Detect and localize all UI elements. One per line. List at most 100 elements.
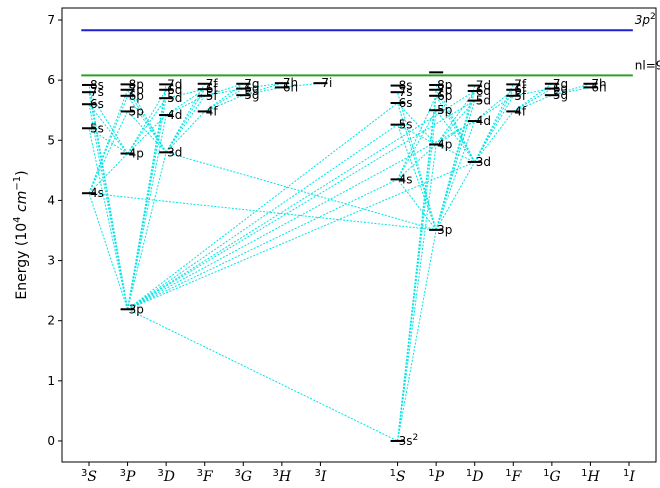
transition-line — [88, 193, 129, 310]
x-tick-label: 3G — [235, 468, 253, 485]
level-label-t_8s: 8s — [90, 78, 104, 92]
transition-line — [127, 84, 167, 153]
level-label-t_6d: 6d — [167, 83, 182, 97]
transition-line — [166, 151, 437, 231]
transition-line — [435, 100, 476, 231]
transition-line — [551, 86, 591, 96]
level-label-s_6h: 6h — [591, 80, 606, 94]
x-tick-label: 3I — [314, 468, 326, 485]
level-label-s_4f: 4f — [514, 104, 527, 118]
transition-line — [204, 88, 244, 112]
transition-lines — [88, 82, 591, 442]
level-label-t_7i: 7i — [321, 76, 332, 90]
transition-line — [474, 95, 514, 122]
transition-line — [165, 83, 206, 153]
level-label-s_7s: 7s — [399, 85, 413, 99]
level-label-t_4f: 4f — [206, 104, 219, 118]
level-label-t_7h: 7h — [283, 76, 298, 90]
transition-line — [513, 88, 552, 97]
x-tick-label: 1S — [390, 468, 406, 485]
x-tick-label: 3F — [197, 468, 214, 485]
level-label-s_5g: 5g — [553, 88, 568, 102]
transition-line — [127, 114, 167, 310]
transition-line — [127, 84, 167, 310]
x-tick-label: 1I — [623, 468, 635, 485]
transition-line — [127, 95, 167, 153]
level-label-s_7f: 7f — [514, 77, 527, 91]
transition-line — [204, 88, 244, 97]
transition-line — [165, 95, 205, 116]
level-label-t_6g: 6g — [244, 82, 259, 96]
transition-line — [127, 161, 475, 310]
transition-line — [397, 229, 437, 442]
transition-line — [474, 95, 514, 163]
transition-line — [127, 89, 167, 310]
level-label-s_3d: 3d — [476, 155, 491, 169]
transition-line — [435, 84, 476, 163]
transition-line — [127, 89, 167, 154]
level-label-s_5p: 5p — [437, 103, 452, 117]
x-tick-label: 1H — [581, 468, 600, 485]
plot-frame — [61, 7, 657, 463]
transition-line — [127, 152, 167, 310]
transition-line — [397, 179, 437, 231]
transition-line — [127, 178, 398, 310]
x-tick-label: 3H — [273, 468, 292, 485]
level-label-t_7f: 7f — [206, 77, 219, 91]
y-tick-label: 7 — [47, 13, 55, 27]
transition-line — [243, 86, 282, 96]
x-tick-label: 1G — [543, 468, 561, 485]
transition-line — [88, 91, 128, 154]
transition-line — [165, 95, 206, 153]
level-label-t_7p: 7p — [129, 83, 144, 97]
transition-line — [474, 89, 514, 163]
level-label-s_7d: 7d — [476, 79, 491, 93]
x-axis: 3S 3P 3D 3F 3G 3H 3I 1S 1P 1D 1F 1G 1H 1I — [81, 462, 635, 485]
level-label-t_5d: 5d — [167, 91, 182, 105]
transition-line — [397, 144, 437, 180]
level-label-s_8p: 8p — [437, 78, 452, 92]
y-tick-label: 2 — [47, 314, 55, 328]
transition-line — [397, 124, 437, 231]
transition-line — [474, 84, 514, 163]
level-label-s_8s: 8s — [399, 79, 413, 93]
level-label-t_3d: 3d — [167, 145, 182, 159]
level-label-t_8p: 8p — [129, 77, 144, 91]
transition-line — [88, 192, 437, 231]
y-tick-label: 5 — [47, 133, 55, 147]
level-label-t_5p: 5p — [129, 104, 144, 118]
level-label-s_4d: 4d — [476, 114, 491, 128]
transition-line — [474, 89, 514, 122]
transition-line — [435, 120, 476, 231]
y-tick-label: 4 — [47, 193, 55, 207]
level-label-s_3p: 3p — [437, 223, 452, 237]
transition-line — [397, 95, 437, 442]
level-label-t_4s: 4s — [90, 186, 104, 200]
transition-line — [166, 88, 205, 99]
transition-line — [435, 109, 476, 163]
transition-line — [397, 102, 437, 145]
transition-line — [165, 111, 206, 153]
transition-line — [435, 90, 476, 231]
transition-line — [88, 111, 129, 194]
transition-line — [88, 128, 129, 310]
level-label-t_3p: 3p — [129, 302, 144, 316]
transition-line — [435, 120, 475, 145]
transition-line — [88, 153, 128, 194]
transition-line — [435, 161, 476, 231]
level-label-t_4d: 4d — [167, 108, 182, 122]
level-label-t_4p: 4p — [129, 147, 144, 161]
level-label-s_6p: 6p — [437, 89, 452, 103]
transition-line — [127, 90, 475, 310]
transition-line — [88, 89, 129, 194]
level-label-s_5d: 5d — [476, 94, 491, 108]
transition-line — [397, 109, 437, 180]
transition-line — [127, 102, 398, 310]
level-label-s_3s2: 3s2 — [399, 433, 419, 448]
level-label-t_5g: 5g — [244, 88, 259, 102]
x-tick-label: 3D — [157, 468, 175, 485]
y-tick-label: 1 — [47, 374, 55, 388]
transition-line — [165, 88, 205, 116]
level-label-s_7g: 7g — [553, 77, 568, 91]
y-tick-label: 3 — [47, 254, 55, 268]
